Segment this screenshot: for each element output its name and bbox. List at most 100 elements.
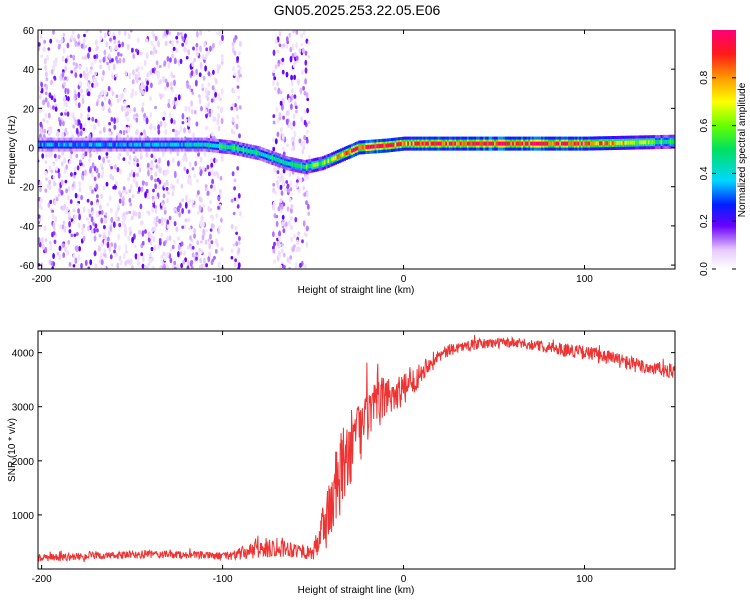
heatmap-noise-cell <box>295 30 299 35</box>
heatmap-noise-cell <box>68 215 72 219</box>
heatmap-noise-cell <box>110 166 113 170</box>
heatmap-noise-cell <box>193 109 197 115</box>
heatmap-noise-cell <box>294 105 298 110</box>
heatmap-ridge-cell <box>450 141 453 146</box>
heatmap-noise-cell <box>140 186 144 193</box>
heatmap-noise-cell <box>73 233 77 237</box>
heatmap-ridge-cell <box>535 141 538 146</box>
heatmap-noise-cell <box>185 194 188 201</box>
heatmap-noise-cell <box>154 35 158 42</box>
heatmap-noise-cell <box>205 229 209 233</box>
heatmap-noise-cell <box>187 116 191 122</box>
heatmap-noise-cell <box>139 203 143 210</box>
heatmap-ridge-cell <box>65 142 68 147</box>
heatmap-ridge-cell <box>504 141 508 146</box>
heatmap-ridge-cell <box>220 144 223 149</box>
heatmap-noise-cell <box>195 43 199 48</box>
heatmap-noise-cell <box>232 211 236 216</box>
heatmap-noise-cell <box>272 49 276 56</box>
heatmap-noise-cell <box>99 59 102 63</box>
heatmap-ridge-cell <box>414 141 417 146</box>
heatmap-ridge-cell <box>302 164 305 169</box>
heatmap-noise-cell <box>53 199 57 206</box>
heatmap-noise-cell <box>301 149 305 155</box>
heatmap-noise-cell <box>196 30 199 38</box>
heatmap-noise-cell <box>115 55 118 62</box>
heatmap-noise-cell <box>109 45 113 53</box>
heatmap-noise-cell <box>149 162 153 169</box>
heatmap-noise-cell <box>192 132 195 139</box>
heatmap-noise-cell <box>210 98 214 103</box>
heatmap-ridge-cell <box>416 141 419 146</box>
heatmap-noise-cell <box>153 125 157 131</box>
heatmap-noise-cell <box>201 87 205 91</box>
heatmap-ridge-cell <box>351 148 354 153</box>
heatmap-noise-cell <box>59 224 62 230</box>
heatmap-y-tick-label: 60 <box>23 26 35 37</box>
heatmap-ridge-cell <box>304 165 307 170</box>
heatmap-noise-cell <box>159 265 163 269</box>
heatmap-noise-cell <box>72 254 76 259</box>
heatmap-noise-cell <box>306 225 309 231</box>
heatmap-noise-cell <box>221 157 224 162</box>
heatmap-noise-cell <box>113 164 117 170</box>
heatmap-noise-cell <box>232 89 236 94</box>
heatmap-ridge-cell <box>170 142 173 147</box>
heatmap-noise-cell <box>123 215 127 221</box>
heatmap-ridge-cell <box>356 146 359 151</box>
heatmap-noise-cell <box>272 231 275 238</box>
heatmap-noise-cell <box>164 78 168 84</box>
heatmap-ridge-cell <box>602 141 605 146</box>
heatmap-noise-cell <box>157 184 161 190</box>
heatmap-noise-cell <box>120 105 124 112</box>
heatmap-noise-cell <box>171 191 175 197</box>
heatmap-noise-cell <box>112 63 116 71</box>
heatmap-noise-cell <box>174 96 178 102</box>
heatmap-noise-cell <box>173 60 177 64</box>
heatmap-noise-cell <box>91 229 94 234</box>
heatmap-noise-cell <box>86 198 90 203</box>
heatmap-ridge-cell <box>372 144 375 149</box>
heatmap-noise-cell <box>175 100 178 107</box>
heatmap-noise-cell <box>125 190 128 195</box>
heatmap-noise-cell <box>181 121 185 125</box>
heatmap-noise-cell <box>272 245 275 250</box>
heatmap-noise-cell <box>107 230 111 237</box>
heatmap-ridge-cell <box>461 141 464 146</box>
heatmap-noise-cell <box>63 226 67 233</box>
heatmap-ridge-cell <box>392 142 395 147</box>
heatmap-ridge-cell <box>352 147 356 152</box>
heatmap-noise-cell <box>199 257 203 264</box>
heatmap-ridge-cell <box>132 142 135 147</box>
heatmap-noise-cell <box>48 151 51 158</box>
heatmap-noise-cell <box>274 191 278 195</box>
heatmap-noise-cell <box>301 47 305 54</box>
heatmap-noise-cell <box>217 205 220 210</box>
heatmap-noise-cell <box>237 247 241 254</box>
heatmap-ridge-cell <box>255 150 258 155</box>
heatmap-noise-cell <box>289 180 293 187</box>
heatmap-noise-cell <box>165 179 169 185</box>
heatmap-noise-cell <box>38 237 41 244</box>
heatmap-noise-cell <box>44 113 48 119</box>
heatmap-noise-cell <box>123 30 127 37</box>
heatmap-noise-cell <box>234 35 238 40</box>
heatmap-ridge-cell <box>591 141 594 146</box>
heatmap-noise-cell <box>291 88 294 94</box>
heatmap-ridge-cell <box>526 141 529 146</box>
heatmap-noise-cell <box>238 51 241 56</box>
heatmap-noise-cell <box>285 118 289 126</box>
heatmap-ridge-cell <box>532 141 535 146</box>
heatmap-noise-cell <box>139 51 143 56</box>
heatmap-ridge-cell <box>333 156 336 161</box>
heatmap-noise-cell <box>156 65 160 70</box>
heatmap-noise-cell <box>141 102 145 107</box>
heatmap-noise-cell <box>284 187 287 192</box>
heatmap-noise-cell <box>94 71 98 76</box>
heatmap-ridge-cell <box>222 144 225 149</box>
heatmap-noise-cell <box>277 206 281 212</box>
heatmap-ridge-cell <box>199 142 202 147</box>
heatmap-ridge-cell <box>135 142 138 147</box>
heatmap-ridge-cell <box>181 142 184 147</box>
heatmap-noise-cell <box>143 59 147 67</box>
